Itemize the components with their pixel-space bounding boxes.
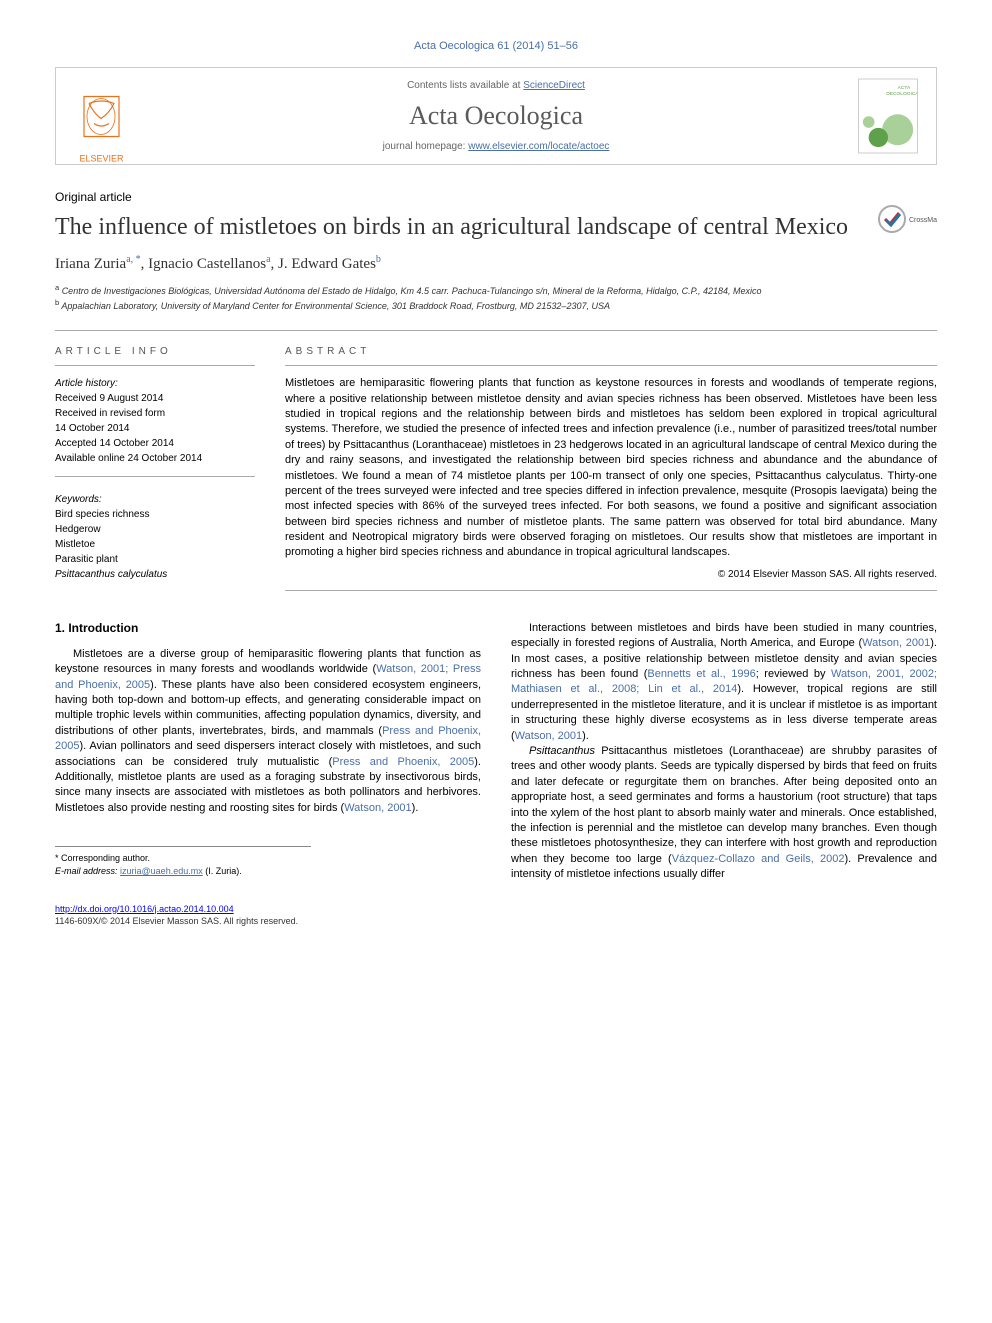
crossmark-badge[interactable]: CrossMark [877,199,937,239]
author-3: , J. Edward Gates [271,256,376,272]
contents-list-line: Contents lists available at ScienceDirec… [74,80,918,91]
journal-name: Acta Oecologica [74,101,918,131]
top-citation: Acta Oecologica 61 (2014) 51–56 [55,40,937,52]
author-1: Iriana Zuria [55,256,126,272]
citation-link[interactable]: Watson, 2001 [862,637,930,649]
abstract-copyright: © 2014 Elsevier Masson SAS. All rights r… [285,569,937,591]
journal-header-box: ELSEVIER Contents lists available at Sci… [55,67,937,165]
abstract-heading: ABSTRACT [285,346,937,366]
citation-link[interactable]: Vázquez-Collazo and Geils, 2002 [672,853,845,865]
article-info-heading: ARTICLE INFO [55,346,255,366]
svg-text:OECOLOGICA: OECOLOGICA [886,91,917,97]
body-paragraph: Psittacanthus Psittacanthus mistletoes (… [511,744,937,883]
svg-text:CrossMark: CrossMark [909,217,937,224]
citation-link[interactable]: Watson, 2001 [344,802,411,814]
issn-copyright: 1146-609X/© 2014 Elsevier Masson SAS. Al… [55,915,937,928]
body-col-left: 1. Introduction Mistletoes are a diverse… [55,621,481,883]
citation-link[interactable]: Bennetts et al., 1996 [647,668,755,680]
article-info-block: ARTICLE INFO Article history: Received 9… [55,346,255,591]
journal-homepage-link[interactable]: www.elsevier.com/locate/actoec [468,141,609,152]
corresponding-email-link[interactable]: izuria@uaeh.edu.mx [120,866,203,876]
elsevier-logo-text: ELSEVIER [74,154,129,164]
citation-link[interactable]: Press and Phoenix, 2005 [332,756,474,768]
journal-homepage-line: journal homepage: www.elsevier.com/locat… [74,141,918,152]
author-2: , Ignacio Castellanos [141,256,266,272]
body-paragraph: Mistletoes are a diverse group of hemipa… [55,647,481,816]
abstract-block: ABSTRACT Mistletoes are hemiparasitic fl… [285,346,937,591]
body-col-right: Interactions between mistletoes and bird… [511,621,937,883]
article-title: The influence of mistletoes on birds in … [55,212,937,242]
sciencedirect-link[interactable]: ScienceDirect [523,80,585,91]
affiliations: a Centro de Investigaciones Biológicas, … [55,283,937,312]
section-1-heading: 1. Introduction [55,621,481,635]
doi-link[interactable]: http://dx.doi.org/10.1016/j.actao.2014.1… [55,904,234,914]
keywords-block: Keywords: Bird species richness Hedgerow… [55,492,255,582]
article-type: Original article [55,190,937,204]
journal-cover-thumb[interactable]: ACTA OECOLOGICA [858,79,918,154]
citation-link[interactable]: Watson, 2001 [515,730,582,742]
body-paragraph: Interactions between mistletoes and bird… [511,621,937,744]
authors-line: Iriana Zuriaa, *, Ignacio Castellanosa, … [55,254,937,273]
corresponding-author-block: * Corresponding author. E-mail address: … [55,846,311,877]
article-history: Article history: Received 9 August 2014 … [55,376,255,477]
elsevier-logo[interactable]: ELSEVIER [74,84,129,149]
abstract-text: Mistletoes are hemiparasitic flowering p… [285,376,937,561]
footer-bar: http://dx.doi.org/10.1016/j.actao.2014.1… [55,903,937,928]
svg-text:ACTA: ACTA [898,85,911,91]
